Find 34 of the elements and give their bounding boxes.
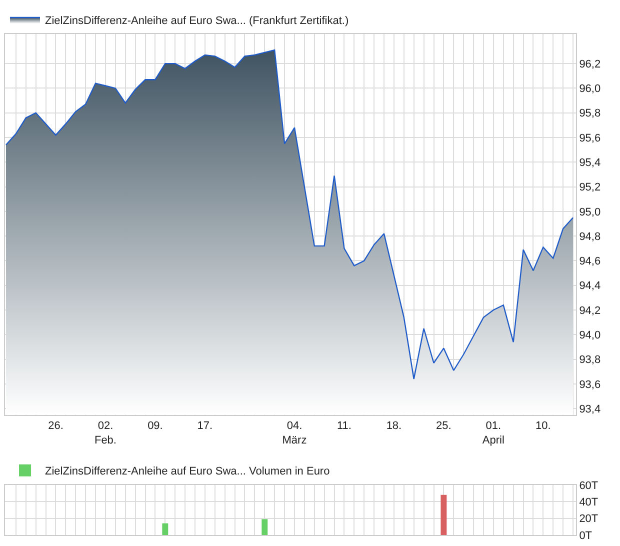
x-tick-label: 04. März (282, 420, 307, 446)
y-tick-label: 95,4 (579, 157, 601, 169)
y-tick-label: 93,6 (579, 378, 601, 391)
y-tick-label: 96,0 (579, 83, 601, 96)
x-tick-label: 17. (197, 420, 213, 432)
y-tick-label: 93,8 (579, 354, 601, 366)
y-tick-label: 94,6 (579, 256, 601, 268)
y-tick-label: 95,6 (579, 132, 601, 144)
bar (262, 519, 268, 535)
y-tick-label: 94,2 (579, 304, 601, 317)
y-tick-label: 94,0 (579, 330, 601, 342)
y-tick-label: 95,8 (579, 108, 601, 120)
bar (162, 523, 168, 535)
x-tick-label: 09. (148, 420, 163, 432)
x-tick-label: 25. (436, 420, 452, 432)
y-tick-label: 94,4 (579, 280, 601, 292)
x-tick-label: 18. (386, 420, 402, 432)
y-tick-label: 20T (579, 513, 598, 526)
y-tick-label: 40T (579, 496, 598, 508)
bar (440, 494, 447, 535)
x-tick-label: 11. (336, 420, 352, 432)
y-tick-label: 60T (579, 480, 598, 492)
legend-label: ZielZinsDifferenz-Anleihe auf Euro Swa... Volumen in Euro (45, 466, 330, 478)
y-tick-label: 95,2 (579, 182, 601, 194)
y-tick-label: 93,4 (579, 403, 601, 416)
y-tick-label: 96,2 (579, 58, 601, 70)
y-tick-label: 95,0 (579, 206, 601, 218)
x-tick-label: 26. (48, 420, 64, 432)
y-tick-label: 94,8 (579, 230, 601, 243)
y-tick-label: 0T (579, 530, 592, 542)
x-tick-label: 10. (536, 420, 551, 432)
x-tick-label: 02. Feb. (94, 420, 116, 446)
x-tick-label: 01. April (482, 420, 504, 446)
legend-label: ZielZinsDifferenz-Anleihe auf Euro Swa... (Frankfurt Zertifikat.) (45, 14, 349, 27)
